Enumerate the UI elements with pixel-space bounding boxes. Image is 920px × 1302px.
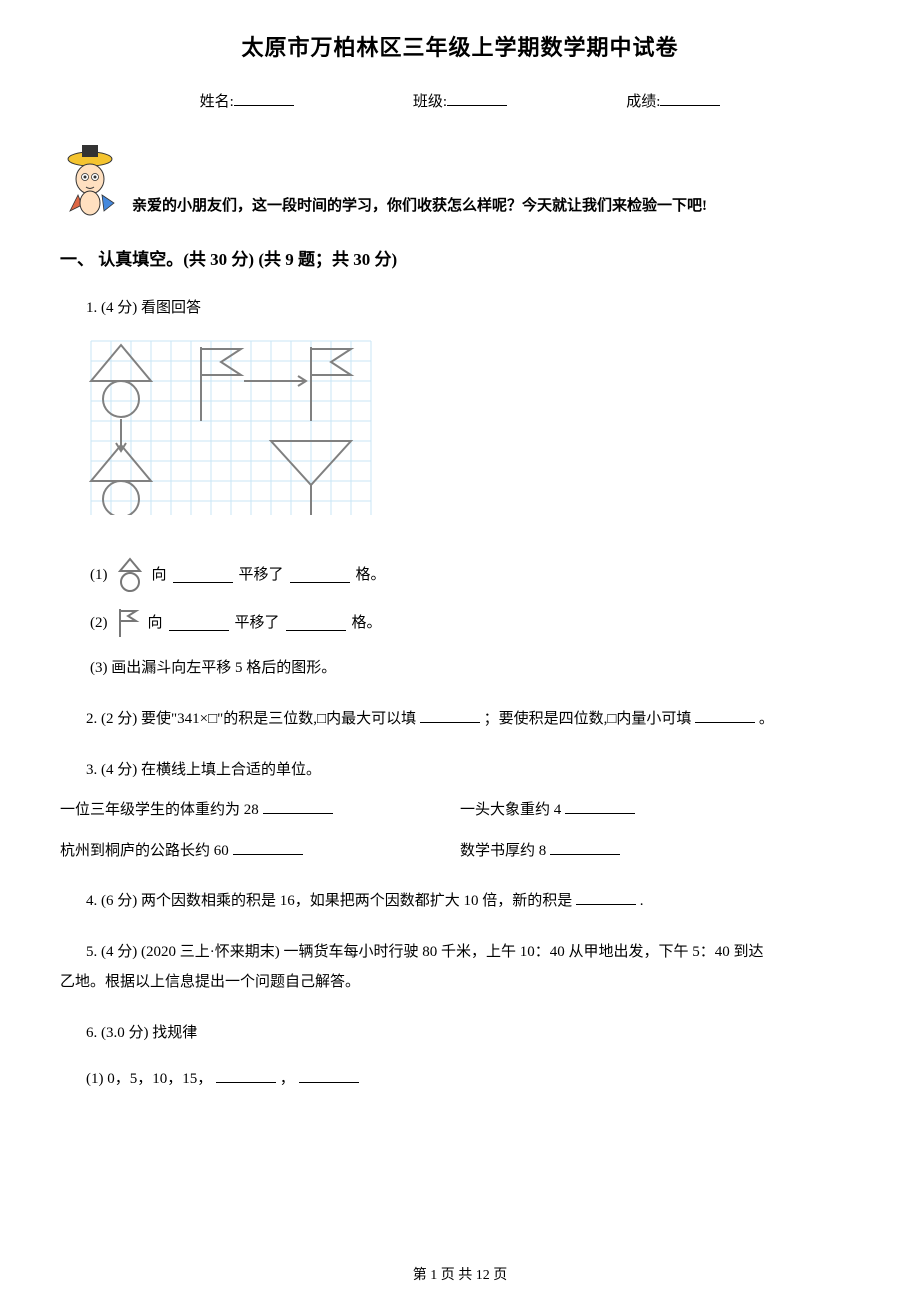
q1-sub2-mid1: 向 (148, 608, 163, 638)
q2-text-c: 。 (759, 711, 774, 727)
page-footer: 第 1 页 共 12 页 (0, 1264, 920, 1284)
q1-sub1: (1) 向 平移了 格。 (86, 557, 860, 593)
question-5-line1: 5. (4 分) (2020 三上·怀来期末) 一辆货车每小时行驶 80 千米，… (60, 938, 860, 967)
q3-r2c2-blank[interactable] (550, 839, 620, 855)
score-blank[interactable] (660, 90, 720, 106)
q3-r1c2-text: 一头大象重约 4 (460, 802, 561, 818)
section-1-heading: 一、 认真填空。(共 30 分) (共 9 题；共 30 分) (60, 245, 860, 270)
q3-row2: 杭州到桐庐的公路长约 60 数学书厚约 8 (60, 837, 860, 866)
q1-sub2: (2) 向 平移了 格。 (86, 607, 860, 639)
triangle-circle-icon (114, 557, 146, 593)
question-3: 3. (4 分) 在横线上填上合适的单位。 一位三年级学生的体重约为 28 一头… (60, 756, 860, 866)
q4-blank[interactable] (576, 889, 636, 905)
q1-sub3: (3) 画出漏斗向左平移 5 格后的图形。 (86, 653, 860, 683)
q1-sub2-prefix: (2) (90, 608, 108, 638)
question-2: 2. (2 分) 要使"341×□"的积是三位数,□内最大可以填 ；要使积是四位… (60, 705, 860, 734)
q3-r1c1: 一位三年级学生的体重约为 28 (60, 796, 460, 825)
q6-sub1-b: ， (280, 1071, 295, 1087)
q1-sub1-blank2[interactable] (290, 567, 350, 583)
flag-icon (114, 607, 142, 639)
q6-sub1: (1) 0，5，10，15， ， (86, 1065, 860, 1094)
question-6: 6. (3.0 分) 找规律 (1) 0，5，10，15， ， (60, 1019, 860, 1094)
q1-sub3-text: (3) 画出漏斗向左平移 5 格后的图形。 (90, 653, 336, 683)
name-label: 姓名: (200, 90, 234, 111)
q3-row1: 一位三年级学生的体重约为 28 一头大象重约 4 (60, 796, 860, 825)
q5-line1: 5. (4 分) (2020 三上·怀来期末) 一辆货车每小时行驶 80 千米，… (86, 944, 763, 960)
q1-sub2-mid2: 平移了 (235, 608, 280, 638)
q3-r1c2: 一头大象重约 4 (460, 796, 860, 825)
q2-blank1[interactable] (420, 707, 480, 723)
class-label: 班级: (413, 90, 447, 111)
q1-sub2-suffix: 格。 (352, 608, 382, 638)
question-1: 1. (4 分) 看图回答 (1) 向 平移了 格。 (2) 向 平移了 格。 … (60, 294, 860, 683)
q3-r2c1-blank[interactable] (233, 839, 303, 855)
class-blank[interactable] (447, 90, 507, 106)
q1-sub1-suffix: 格。 (356, 560, 386, 590)
mascot-icon (60, 141, 124, 221)
q1-sub1-blank1[interactable] (173, 567, 233, 583)
q2-text-a: 2. (2 分) 要使"341×□"的积是三位数,□内最大可以填 (86, 711, 416, 727)
q1-sub2-blank1[interactable] (169, 615, 229, 631)
q3-r2c1: 杭州到桐庐的公路长约 60 (60, 837, 460, 866)
q4-text-a: 4. (6 分) 两个因数相乘的积是 16，如果把两个因数都扩大 10 倍，新的… (86, 893, 572, 909)
q6-sub1-blank2[interactable] (299, 1067, 359, 1083)
q3-r1c1-blank[interactable] (263, 798, 333, 814)
q1-sub1-mid1: 向 (152, 560, 167, 590)
q4-text-b: . (640, 893, 644, 909)
intro-text: 亲爱的小朋友们，这一段时间的学习，你们收获怎么样呢？今天就让我们来检验一下吧! (132, 194, 707, 221)
q6-sub1-a: (1) 0，5，10，15， (86, 1071, 212, 1087)
intro-row: 亲爱的小朋友们，这一段时间的学习，你们收获怎么样呢？今天就让我们来检验一下吧! (60, 141, 860, 221)
q1-sub1-mid2: 平移了 (239, 560, 284, 590)
name-field: 姓名: (200, 90, 294, 111)
score-field: 成绩: (626, 90, 720, 111)
q3-r2c2-text: 数学书厚约 8 (460, 843, 546, 859)
q1-grid-figure (86, 337, 376, 515)
class-field: 班级: (413, 90, 507, 111)
question-5-line2: 乙地。根据以上信息提出一个问题自己解答。 (60, 968, 860, 997)
q1-sub2-blank2[interactable] (286, 615, 346, 631)
q3-r1c1-text: 一位三年级学生的体重约为 28 (60, 802, 259, 818)
question-4: 4. (6 分) 两个因数相乘的积是 16，如果把两个因数都扩大 10 倍，新的… (60, 887, 860, 916)
q2-text-b: ；要使积是四位数,□内量小可填 (484, 711, 692, 727)
q6-sub1-blank1[interactable] (216, 1067, 276, 1083)
q3-r1c2-blank[interactable] (565, 798, 635, 814)
q3-r2c1-text: 杭州到桐庐的公路长约 60 (60, 843, 229, 859)
q1-sub1-prefix: (1) (90, 560, 108, 590)
q3-stem: 3. (4 分) 在横线上填上合适的单位。 (86, 756, 860, 785)
name-blank[interactable] (234, 90, 294, 106)
score-label: 成绩: (626, 90, 660, 111)
header-fields: 姓名: 班级: 成绩: (60, 90, 860, 111)
q1-stem: 1. (4 分) 看图回答 (86, 294, 860, 323)
q2-blank2[interactable] (695, 707, 755, 723)
q5-line2: 乙地。根据以上信息提出一个问题自己解答。 (60, 974, 360, 990)
page-title: 太原市万柏林区三年级上学期数学期中试卷 (60, 30, 860, 62)
q6-stem: 6. (3.0 分) 找规律 (86, 1019, 860, 1048)
q3-r2c2: 数学书厚约 8 (460, 837, 860, 866)
